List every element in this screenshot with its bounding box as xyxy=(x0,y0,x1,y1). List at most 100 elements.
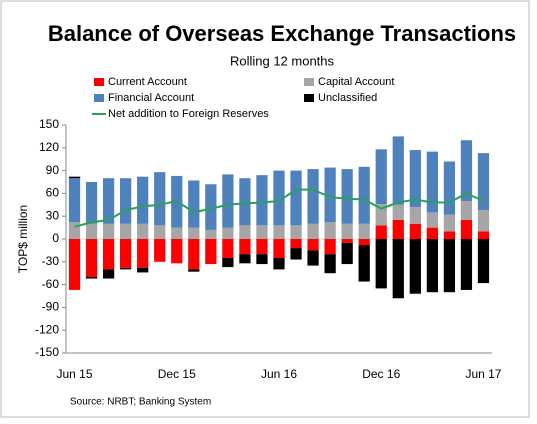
bar xyxy=(409,239,421,294)
bar xyxy=(85,182,98,224)
bar xyxy=(188,180,200,228)
bar xyxy=(154,225,166,239)
bar xyxy=(341,242,353,265)
bar xyxy=(477,153,490,211)
bar xyxy=(443,239,456,293)
bar xyxy=(68,222,81,239)
bar xyxy=(137,267,149,273)
bar xyxy=(85,277,98,279)
y-tick-label: 30 xyxy=(46,208,60,222)
bar xyxy=(102,223,115,239)
bar xyxy=(392,220,404,239)
bar xyxy=(460,140,473,201)
bar xyxy=(222,174,234,228)
bar xyxy=(239,254,251,264)
x-tick-label: Jun 15 xyxy=(57,367,93,381)
y-tick-label: -30 xyxy=(42,254,60,268)
bar xyxy=(68,239,81,290)
x-tick-label: Jun 16 xyxy=(261,367,297,381)
bar xyxy=(102,269,115,279)
legend-swatch xyxy=(304,78,314,86)
bar xyxy=(188,227,200,239)
bar xyxy=(273,258,285,270)
bar xyxy=(68,178,81,223)
bar xyxy=(120,267,132,270)
bar xyxy=(102,178,115,224)
source: Source: NRBT; Banking System xyxy=(70,397,211,408)
bar xyxy=(409,150,421,208)
bar xyxy=(85,223,98,239)
bar xyxy=(239,225,251,239)
bar xyxy=(358,239,370,246)
y-tick-label: 0 xyxy=(52,231,59,245)
bar xyxy=(375,239,387,289)
bar xyxy=(460,201,473,220)
bar xyxy=(409,207,421,224)
chart-title: Balance of Overseas Exchange Transaction… xyxy=(48,21,516,46)
bar xyxy=(409,223,421,239)
bar xyxy=(460,239,473,290)
legend-label: Current Account xyxy=(108,76,187,88)
bar xyxy=(256,239,268,255)
bar xyxy=(477,231,490,239)
bar xyxy=(358,166,370,224)
bar xyxy=(375,225,387,239)
bar xyxy=(307,239,319,251)
bar xyxy=(222,227,234,239)
bar xyxy=(443,214,456,232)
legend-swatch xyxy=(94,94,104,102)
legend-swatch xyxy=(94,78,104,86)
bar xyxy=(392,239,404,299)
bar xyxy=(256,254,268,265)
bar xyxy=(392,136,404,205)
bar xyxy=(120,223,132,239)
bar xyxy=(358,223,370,239)
bar xyxy=(273,239,285,258)
bar xyxy=(205,229,217,239)
legend-swatch xyxy=(304,94,314,102)
bar xyxy=(154,239,166,262)
bar xyxy=(341,223,353,239)
bar xyxy=(205,184,217,230)
bar xyxy=(341,169,353,224)
bar xyxy=(222,239,234,258)
x-tick-label: Dec 15 xyxy=(158,367,196,381)
chart-subtitle: Rolling 12 months xyxy=(230,53,335,68)
bar xyxy=(222,258,234,268)
y-axis-label: TOP$ million xyxy=(16,205,30,273)
y-tick-label: 150 xyxy=(39,117,59,131)
y-tick-label: -120 xyxy=(35,322,59,336)
bar xyxy=(239,178,251,226)
bar xyxy=(120,178,132,224)
line-series xyxy=(74,188,484,228)
bar xyxy=(392,204,404,220)
bar xyxy=(171,227,183,239)
x-tick-label: Dec 16 xyxy=(362,367,400,381)
legend-label: Capital Account xyxy=(318,76,394,88)
bar xyxy=(239,239,251,255)
y-tick-label: 60 xyxy=(46,186,60,200)
bar xyxy=(256,175,268,226)
y-tick-label: 90 xyxy=(46,163,60,177)
bar xyxy=(137,176,149,224)
bar xyxy=(460,220,473,239)
bar xyxy=(375,204,387,226)
bar xyxy=(426,227,438,239)
bar xyxy=(154,172,166,226)
bar xyxy=(443,231,456,239)
y-tick-label: -150 xyxy=(35,345,59,359)
bar xyxy=(341,239,353,243)
y-tick-label: -90 xyxy=(42,300,60,314)
bar xyxy=(137,223,149,239)
bar xyxy=(324,239,336,255)
bar xyxy=(137,239,149,268)
bar xyxy=(324,222,336,239)
frame xyxy=(0,0,530,418)
bar xyxy=(188,239,200,270)
bar xyxy=(443,161,456,215)
bar xyxy=(273,170,285,226)
bar xyxy=(307,223,319,239)
bar xyxy=(120,239,132,268)
bar xyxy=(256,225,268,239)
y-tick-label: 120 xyxy=(39,140,59,154)
